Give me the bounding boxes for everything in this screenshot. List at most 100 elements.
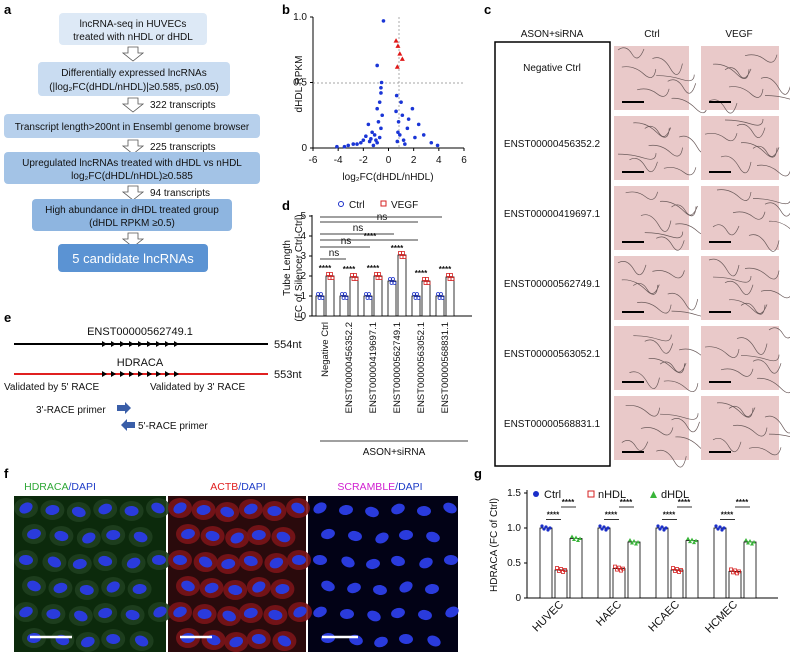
tube-ytick-label: 2 <box>300 271 306 282</box>
angiogenesis-panel: ASON+siRNA Ctrl VEGF Negative Ctrl ENST00… <box>494 29 790 468</box>
flow-text: treated with nHDL or dHDL <box>73 32 193 43</box>
cell-nucleus <box>291 502 305 514</box>
race-primer-3: 3'-RACE primer <box>36 405 106 416</box>
volcano-ytick-label: 1.0 <box>293 12 307 23</box>
ns-label: ns <box>353 223 364 234</box>
cell-nucleus <box>19 502 33 514</box>
flow-count: 225 transcripts <box>150 142 216 153</box>
hdraca-bar <box>743 541 757 599</box>
cell-nucleus <box>375 532 389 544</box>
cell-nucleus <box>181 528 195 540</box>
hdraca-point <box>615 567 619 572</box>
cell-nucleus <box>251 633 266 645</box>
tube-bar <box>315 295 325 317</box>
hdraca-ytick-label: 1.5 <box>507 488 521 499</box>
cell-nucleus <box>275 583 290 595</box>
cell-nucleus <box>419 557 433 569</box>
tube-point <box>449 273 453 277</box>
cell-nucleus <box>228 584 243 596</box>
angio-row-label: ENST00000563052.1 <box>504 349 601 360</box>
tube-point <box>416 296 421 300</box>
hdraca-point <box>748 539 752 543</box>
volcano-point <box>335 144 339 149</box>
tube-network <box>708 54 790 114</box>
volcano-point <box>381 19 386 23</box>
volcano-xtick-label: 2 <box>411 155 417 166</box>
race-primer-5: 5'-RACE primer <box>138 421 208 432</box>
volcano-point <box>342 144 347 149</box>
race-schematic: ENST00000562749.1 554nt HDRACA 553nt Val… <box>4 326 302 432</box>
tube-ylabel-2: (FC of Silencer Ctrl-Ctrl) <box>294 214 305 321</box>
exon-arrow-icon <box>156 341 161 347</box>
exon-arrow-icon <box>102 341 107 347</box>
tube-stars: **** <box>439 265 452 274</box>
cell-nucleus <box>106 633 121 645</box>
hdraca-point <box>750 542 754 546</box>
angio-row-label: Negative Ctrl <box>523 63 581 74</box>
cell-nucleus <box>425 583 439 595</box>
legend-nhdl-marker <box>587 490 595 498</box>
race-validated-3: Validated by 3' RACE <box>150 382 245 393</box>
cell-nucleus <box>348 530 362 542</box>
cell-nucleus <box>173 502 187 514</box>
angio-row-label: ENST00000562749.1 <box>504 279 601 290</box>
hdraca-ytick-label: 0 <box>515 593 521 604</box>
tube-xtick-label: Negative Ctrl <box>320 322 331 377</box>
hdraca-point <box>632 539 636 543</box>
tube-point <box>340 292 344 296</box>
tube-point <box>436 292 440 296</box>
fluo-image-actb <box>168 496 306 652</box>
sig-stars: **** <box>562 498 575 507</box>
cell-nucleus <box>444 554 458 566</box>
hdraca-point <box>679 568 683 572</box>
hdraca-point <box>576 538 580 542</box>
cell-nucleus <box>339 504 353 516</box>
tube-network <box>712 189 790 252</box>
hdraca-point <box>602 525 606 529</box>
arrow-down-icon <box>121 139 145 155</box>
race-length-2: 553nt <box>274 369 302 381</box>
hdraca-point <box>746 541 750 545</box>
volcano-point <box>379 126 383 131</box>
cell-nucleus <box>373 584 387 596</box>
cell-nucleus <box>98 503 112 515</box>
cell-nucleus <box>276 531 291 543</box>
exon-arrow-icon <box>129 341 134 347</box>
tube-point <box>343 292 347 296</box>
exon-arrow-icon <box>156 371 161 377</box>
cell-nucleus <box>204 582 219 594</box>
hdraca-point <box>722 526 726 530</box>
angio-col-vegf: VEGF <box>725 29 752 40</box>
cell-nucleus <box>365 506 379 518</box>
volcano-point-highlight <box>393 38 399 43</box>
volcano-point <box>394 109 398 114</box>
hdraca-point <box>752 540 756 544</box>
exon-arrow-icon <box>165 371 170 377</box>
tube-brackets <box>320 216 442 260</box>
tube-point <box>367 292 371 296</box>
cell-nucleus <box>47 556 62 568</box>
cell-nucleus <box>417 505 431 517</box>
cell-nucleus <box>173 606 187 618</box>
cell-nucleus <box>152 554 166 566</box>
cell-nucleus <box>229 636 244 648</box>
cell-nucleus <box>196 504 211 516</box>
hdraca-point <box>733 568 737 573</box>
legend-ctrl: Ctrl <box>349 200 365 211</box>
cell-nucleus <box>45 504 60 516</box>
hdraca-bar <box>728 571 742 599</box>
panel-label-e: e <box>4 310 11 325</box>
volcano-point <box>375 63 379 68</box>
angio-label-box <box>494 41 611 467</box>
volcano-point <box>416 122 421 127</box>
hdraca-bar <box>554 569 568 599</box>
cell-nucleus <box>133 531 148 543</box>
hdraca-point <box>675 567 679 571</box>
tube-network <box>704 327 790 394</box>
cell-nucleus <box>251 529 266 541</box>
fluo-title-3: SCRAMBLE/DAPI <box>337 481 422 493</box>
cell-nucleus <box>321 580 335 592</box>
angio-image-ctrl <box>614 256 689 320</box>
volcano-point <box>374 138 378 142</box>
exon-arrow-icon <box>111 341 116 347</box>
